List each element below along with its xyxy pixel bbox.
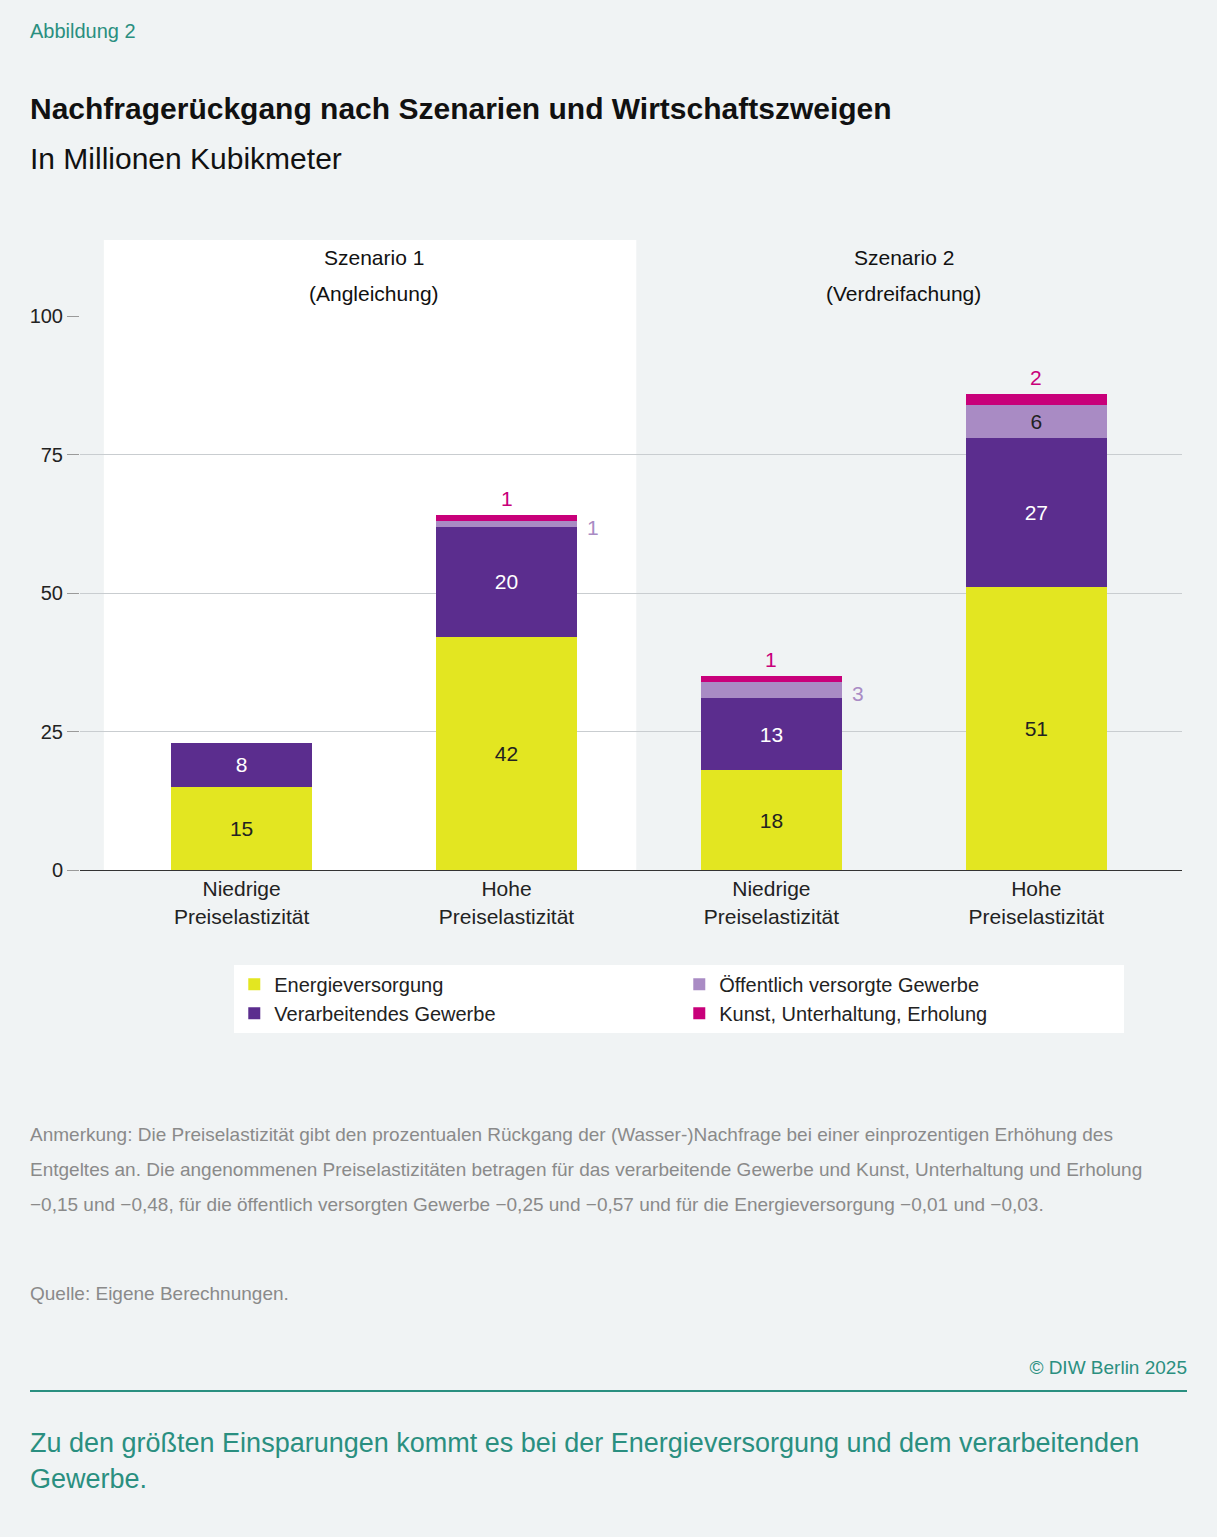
- svg-text:(Angleichung): (Angleichung): [309, 282, 439, 305]
- html-text:In Millionen Kubikmeter: In Millionen Kubikmeter: [30, 142, 342, 175]
- svg-text:8: 8: [236, 753, 248, 776]
- svg-text:13: 13: [760, 723, 783, 746]
- svg-text:15: 15: [230, 817, 253, 840]
- svg-text:50: 50: [41, 582, 63, 604]
- svg-text:Energieversorgung: Energieversorgung: [274, 974, 443, 996]
- svg-text:HohePreiselastizität: HohePreiselastizität: [439, 877, 575, 927]
- html-text:© DIW Berlin 2025: © DIW Berlin 2025: [1029, 1357, 1187, 1378]
- html-text:Quelle: Eigene Berechnungen.: Quelle: Eigene Berechnungen.: [30, 1283, 289, 1304]
- svg-text:0: 0: [52, 859, 63, 881]
- svg-text:Kunst, Unterhaltung, Erholung: Kunst, Unterhaltung, Erholung: [719, 1003, 987, 1025]
- svg-text:25: 25: [41, 721, 63, 743]
- html-text:Anmerkung: Die Preiselastizitä: Anmerkung: Die Preiselastizität gibt den…: [30, 1124, 1143, 1215]
- svg-text:20: 20: [495, 570, 518, 593]
- svg-text:3: 3: [852, 682, 864, 705]
- svg-text:NiedrigePreiselastizität: NiedrigePreiselastizität: [174, 877, 310, 927]
- html-text:Abbildung 2: Abbildung 2: [30, 20, 136, 42]
- svg-text:2: 2: [1030, 366, 1042, 389]
- svg-text:Szenario 2: Szenario 2: [854, 246, 954, 269]
- svg-text:HohePreiselastizität: HohePreiselastizität: [969, 877, 1105, 927]
- svg-text:Verarbeitendes Gewerbe: Verarbeitendes Gewerbe: [274, 1003, 495, 1025]
- html-text:Zu den größten Einsparungen ko: Zu den größten Einsparungen kommt es bei…: [30, 1428, 1140, 1494]
- svg-text:Öffentlich versorgte Gewerbe: Öffentlich versorgte Gewerbe: [719, 974, 979, 996]
- svg-text:1: 1: [765, 648, 777, 671]
- svg-text:1: 1: [587, 516, 599, 539]
- svg-text:51: 51: [1025, 717, 1048, 740]
- svg-text:42: 42: [495, 742, 518, 765]
- svg-text:NiedrigePreiselastizität: NiedrigePreiselastizität: [704, 877, 840, 927]
- svg-text:18: 18: [760, 809, 783, 832]
- svg-text:Szenario 1: Szenario 1: [324, 246, 424, 269]
- svg-text:100: 100: [30, 305, 63, 327]
- svg-text:(Verdreifachung): (Verdreifachung): [826, 282, 981, 305]
- svg-text:6: 6: [1030, 410, 1042, 433]
- svg-text:1: 1: [501, 487, 513, 510]
- svg-text:75: 75: [41, 444, 63, 466]
- html-text:Nachfragerückgang nach Szenari: Nachfragerückgang nach Szenarien und Wir…: [30, 92, 892, 125]
- svg-text:27: 27: [1025, 501, 1048, 524]
